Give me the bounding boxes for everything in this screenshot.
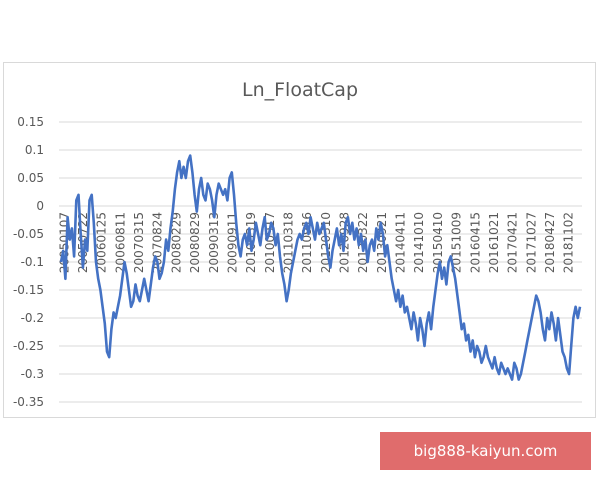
y-axis-ticks: 0.15 0.1 0.05 0 -0.05 -0.1 -0.15 -0.2 -0.25 -0.3 -… bbox=[13, 115, 44, 409]
y-tick-label: 0.1 bbox=[25, 143, 44, 157]
x-tick-label: 20170421 bbox=[506, 212, 520, 273]
x-tick-label: 20060811 bbox=[113, 212, 127, 273]
y-tick-label: -0.25 bbox=[13, 339, 44, 353]
x-tick-label: 20161021 bbox=[487, 212, 501, 273]
x-tick-label: 20151009 bbox=[450, 212, 464, 273]
y-tick-label: 0.05 bbox=[17, 171, 44, 185]
watermark-text: big888-kaiyun.com bbox=[413, 442, 558, 460]
x-tick-label: 20070315 bbox=[132, 212, 146, 273]
series-layer bbox=[59, 154, 582, 381]
x-tick-label: 20160415 bbox=[468, 212, 482, 273]
y-tick-label: 0.15 bbox=[17, 115, 44, 129]
y-tick-label: -0.3 bbox=[21, 367, 44, 381]
y-tick-label: -0.05 bbox=[13, 227, 44, 241]
x-tick-label: 20180427 bbox=[543, 212, 557, 273]
x-axis-ticks: 20050107 20050722 20060125 20060811 20070315… bbox=[57, 212, 575, 273]
chart-frame: Ln_FloatCap 0.15 0.1 0.05 0 -0.05 -0.1 -0.15 -0… bbox=[3, 62, 596, 418]
x-tick-label: 20090313 bbox=[207, 212, 221, 273]
y-tick-label: -0.15 bbox=[13, 283, 44, 297]
watermark-badge: big888-kaiyun.com bbox=[380, 432, 591, 470]
x-tick-label: 20141010 bbox=[412, 212, 426, 273]
y-tick-label: 0 bbox=[36, 199, 44, 213]
x-tick-label: 20110318 bbox=[281, 212, 295, 273]
x-tick-label: 20140411 bbox=[394, 212, 408, 273]
x-tick-label: 20080829 bbox=[188, 212, 202, 273]
x-tick-label: 20181102 bbox=[562, 212, 576, 273]
chart-title: Ln_FloatCap bbox=[242, 79, 358, 101]
x-tick-label: 20171027 bbox=[524, 212, 538, 273]
x-tick-label: 20080229 bbox=[169, 212, 183, 273]
x-tick-label: 20150410 bbox=[431, 212, 445, 273]
y-tick-label: -0.35 bbox=[13, 395, 44, 409]
series-line-0 bbox=[59, 154, 582, 381]
x-tick-label: 20060125 bbox=[95, 212, 109, 273]
y-tick-label: -0.1 bbox=[21, 255, 44, 269]
line-chart: Ln_FloatCap 0.15 0.1 0.05 0 -0.05 -0.1 -0.15 -0… bbox=[13, 79, 582, 409]
x-tick-label: 20130921 bbox=[375, 212, 389, 273]
y-tick-label: -0.2 bbox=[21, 311, 44, 325]
